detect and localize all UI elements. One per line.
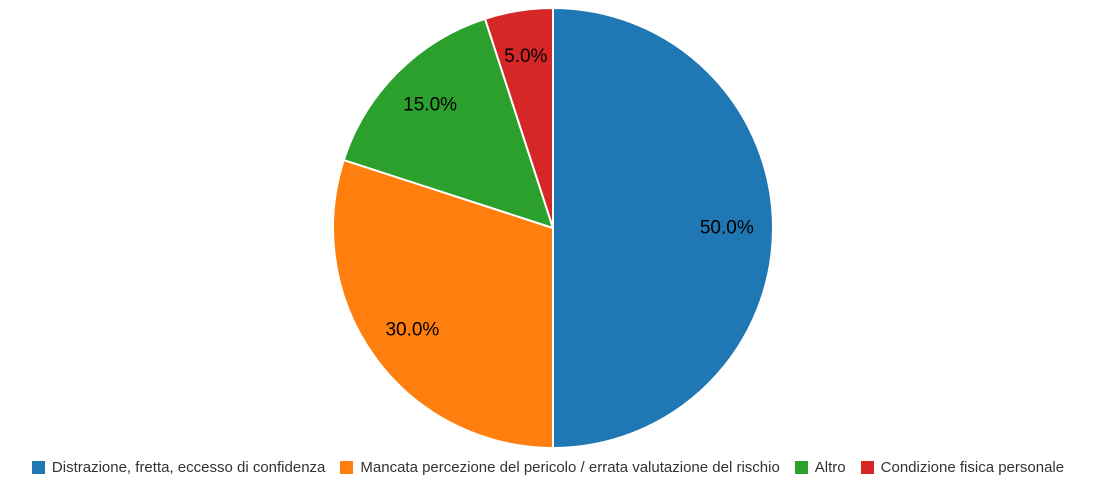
slice-label: 30.0% bbox=[385, 320, 439, 341]
pie-slice-3[interactable] bbox=[342, 17, 554, 229]
legend-label: Altro bbox=[814, 459, 846, 476]
legend: Distrazione, fretta, eccesso di confiden… bbox=[0, 458, 1096, 477]
legend-swatch-icon bbox=[340, 461, 354, 474]
legend-item-4[interactable]: Condizione fisica personale bbox=[860, 458, 1065, 477]
pie-slice-2[interactable] bbox=[332, 159, 554, 449]
legend-swatch-icon bbox=[31, 461, 45, 474]
pie-chart: 50.0% 30.0% 15.0% 5.0% bbox=[332, 7, 774, 449]
slice-label: 50.0% bbox=[700, 218, 754, 239]
legend-item-3[interactable]: Altro bbox=[794, 458, 846, 477]
legend-item-2[interactable]: Mancata percezione del pericolo / errata… bbox=[340, 458, 780, 477]
legend-swatch-icon bbox=[794, 461, 808, 474]
legend-label: Condizione fisica personale bbox=[880, 459, 1065, 476]
legend-label: Mancata percezione del pericolo / errata… bbox=[360, 459, 780, 476]
legend-label: Distrazione, fretta, eccesso di confiden… bbox=[51, 459, 326, 476]
slice-label: 15.0% bbox=[403, 95, 457, 116]
legend-item-1[interactable]: Distrazione, fretta, eccesso di confiden… bbox=[31, 458, 326, 477]
pie-slice-4[interactable] bbox=[484, 7, 554, 229]
legend-swatch-icon bbox=[860, 461, 874, 474]
pie-slice-1[interactable] bbox=[552, 7, 774, 449]
slice-label: 5.0% bbox=[504, 46, 547, 67]
